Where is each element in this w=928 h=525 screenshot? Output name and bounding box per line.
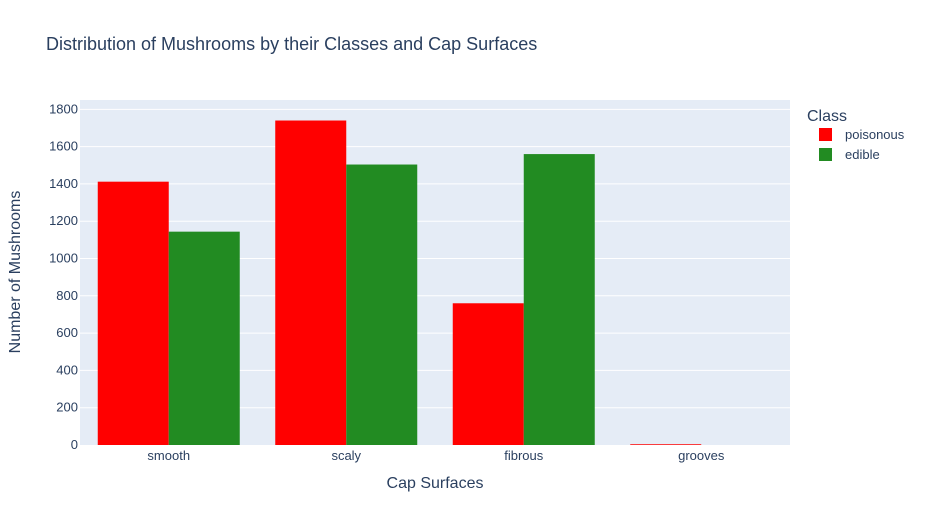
y-tick-label: 400 bbox=[56, 362, 78, 377]
legend-swatch-edible[interactable] bbox=[819, 148, 832, 161]
legend-label-poisonous[interactable]: poisonous bbox=[845, 127, 905, 142]
bar-edible-fibrous[interactable] bbox=[523, 154, 595, 445]
y-tick-label: 0 bbox=[71, 437, 78, 452]
y-tick-label: 800 bbox=[56, 288, 78, 303]
bar-poisonous-fibrous[interactable] bbox=[452, 303, 524, 445]
x-tick-label: smooth bbox=[147, 448, 190, 463]
y-tick-label: 600 bbox=[56, 325, 78, 340]
bar-poisonous-smooth[interactable] bbox=[97, 181, 169, 445]
y-tick-label: 200 bbox=[56, 400, 78, 415]
legend-label-edible[interactable]: edible bbox=[845, 147, 880, 162]
y-tick-label: 1800 bbox=[49, 101, 78, 116]
legend-title: Class bbox=[807, 108, 847, 125]
bar-poisonous-grooves[interactable] bbox=[630, 444, 702, 445]
y-tick-label: 1200 bbox=[49, 213, 78, 228]
x-axis-ticks: smooth scaly fibrous grooves bbox=[147, 448, 724, 463]
legend-swatch-poisonous[interactable] bbox=[819, 128, 832, 141]
y-axis-ticks: 0 200 400 600 800 1000 1200 1400 1600 1800 bbox=[49, 101, 78, 452]
x-tick-label: grooves bbox=[678, 448, 725, 463]
x-tick-label: fibrous bbox=[504, 448, 544, 463]
y-axis-title: Number of Mushrooms bbox=[7, 191, 24, 354]
y-tick-label: 1600 bbox=[49, 139, 78, 154]
x-tick-label: scaly bbox=[331, 448, 361, 463]
y-tick-label: 1400 bbox=[49, 176, 78, 191]
y-tick-label: 1000 bbox=[49, 251, 78, 266]
bar-poisonous-scaly[interactable] bbox=[275, 120, 347, 445]
x-axis-title: Cap Surfaces bbox=[387, 475, 484, 492]
bar-edible-smooth[interactable] bbox=[168, 231, 240, 445]
bars bbox=[97, 120, 702, 445]
legend: Class poisonous edible bbox=[807, 108, 905, 162]
chart-title: Distribution of Mushrooms by their Class… bbox=[46, 34, 537, 54]
bar-edible-scaly[interactable] bbox=[346, 164, 418, 445]
